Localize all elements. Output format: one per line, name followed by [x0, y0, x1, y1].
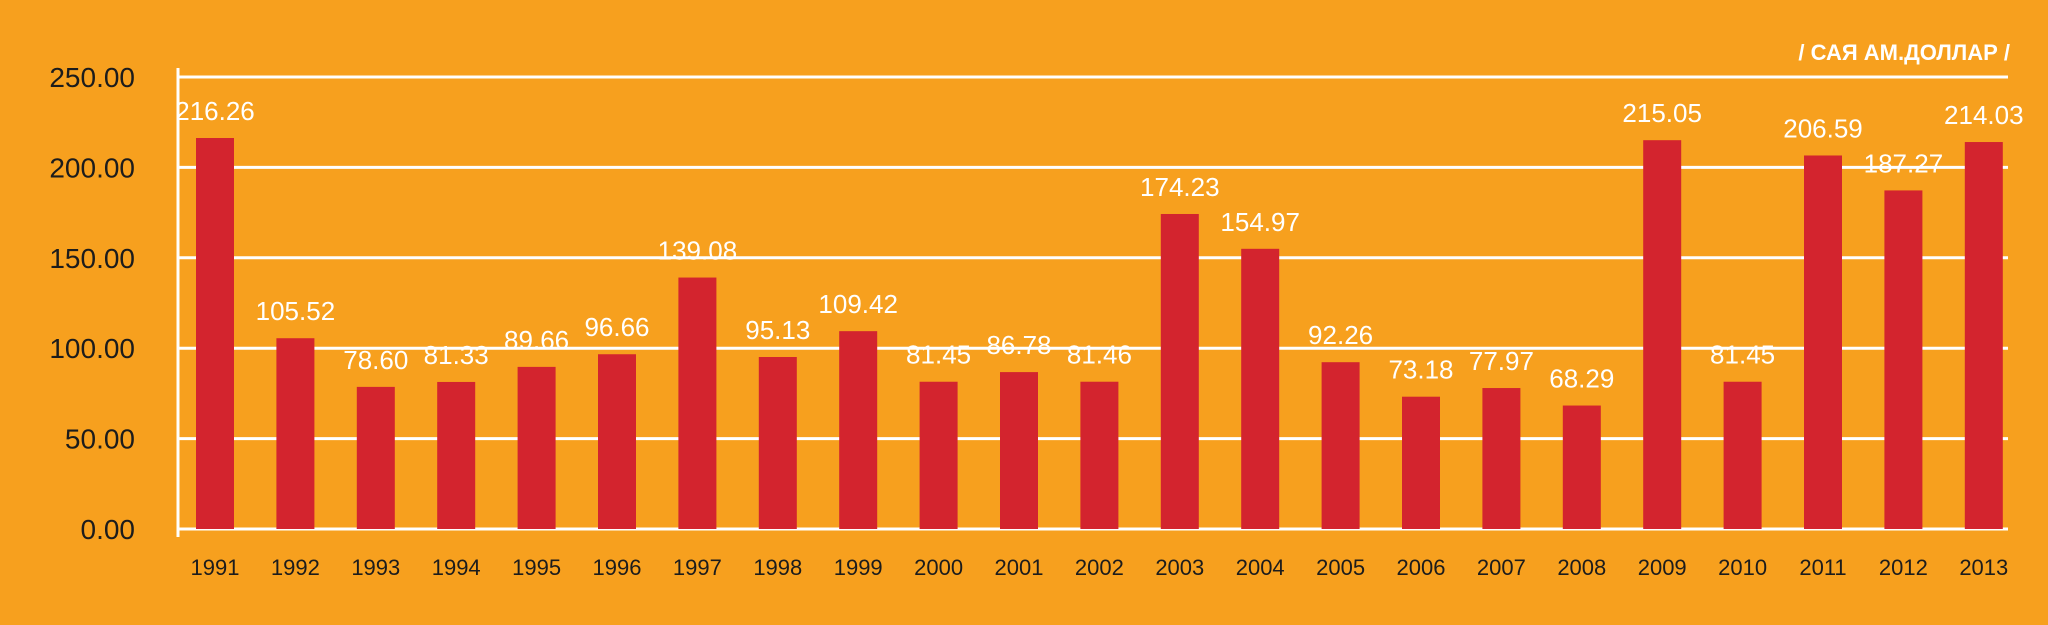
x-tick-label: 1992 [271, 555, 320, 580]
data-label: 206.59 [1783, 113, 1863, 143]
axes: 0.00 50.00 100.00 150.00 200.00 250.00 1991 199… [49, 62, 2008, 580]
data-label: 214.03 [1944, 100, 2024, 130]
data-label: 109.42 [818, 289, 898, 319]
x-tick-label: 1994 [432, 555, 481, 580]
x-tick-label: 2008 [1557, 555, 1606, 580]
bar [196, 138, 234, 529]
data-label: 86.78 [986, 330, 1051, 360]
data-label: 215.05 [1622, 98, 1702, 128]
x-tick-label: 1991 [191, 555, 240, 580]
x-tick-label: 2010 [1718, 555, 1767, 580]
unit-label: / САЯ АМ.ДОЛЛАР / [1798, 40, 2010, 65]
gridlines [178, 75, 2008, 531]
data-label: 95.13 [745, 315, 810, 345]
bar [356, 386, 395, 529]
data-label: 81.45 [906, 340, 971, 370]
bar [1723, 381, 1762, 529]
y-tick-label: 150.00 [49, 243, 135, 274]
bars [196, 138, 2003, 529]
bar [1080, 381, 1119, 529]
data-label: 105.52 [256, 296, 336, 326]
bar [1402, 396, 1440, 529]
bar [276, 338, 315, 529]
x-tick-label: 2013 [1959, 555, 2008, 580]
x-tick-label: 2005 [1316, 555, 1365, 580]
x-tick-label: 1999 [834, 555, 883, 580]
x-tick-label: 2002 [1075, 555, 1124, 580]
x-tick-label: 1993 [351, 555, 400, 580]
bar [1482, 388, 1521, 529]
y-tick-label: 0.00 [81, 514, 136, 545]
data-label: 73.18 [1388, 355, 1453, 385]
data-label: 187.27 [1864, 148, 1944, 178]
data-label: 92.26 [1308, 320, 1373, 350]
bar [758, 357, 797, 529]
bar [1884, 190, 1923, 529]
bar [919, 381, 958, 529]
x-tick-label: 1995 [512, 555, 561, 580]
x-tick-label: 2011 [1799, 555, 1846, 580]
data-label: 78.60 [343, 345, 408, 375]
x-tick-label: 2001 [995, 555, 1044, 580]
data-label: 154.97 [1220, 207, 1300, 237]
bar [1964, 142, 2003, 529]
x-tick-label: 1997 [673, 555, 722, 580]
y-tick-label: 250.00 [49, 62, 135, 93]
x-tick-label: 2012 [1879, 555, 1928, 580]
bar [1160, 213, 1199, 529]
x-tick-label: 2003 [1155, 555, 1204, 580]
x-tick-label: 1998 [753, 555, 802, 580]
x-tick-label: 2009 [1638, 555, 1687, 580]
x-tick-label: 2004 [1236, 555, 1285, 580]
data-label: 96.66 [584, 312, 649, 342]
bar [598, 354, 636, 529]
bar [517, 366, 556, 529]
data-label: 81.45 [1710, 340, 1775, 370]
x-tick-label: 2006 [1397, 555, 1446, 580]
data-label: 77.97 [1469, 346, 1534, 376]
data-label: 68.29 [1549, 364, 1614, 394]
bar [437, 381, 476, 529]
bar [839, 331, 878, 529]
bar [1643, 140, 1682, 529]
data-label: 89.66 [504, 325, 569, 355]
y-tick-label: 50.00 [65, 424, 135, 455]
y-tick-label: 100.00 [49, 333, 135, 364]
data-label: 81.33 [424, 340, 489, 370]
bar [1562, 405, 1601, 529]
data-label: 174.23 [1140, 172, 1220, 202]
x-tick-label: 1996 [593, 555, 642, 580]
x-tick-label: 2000 [914, 555, 963, 580]
y-tick-label: 200.00 [49, 152, 135, 183]
bar [1000, 372, 1038, 529]
bar [678, 277, 717, 529]
data-label: 81.46 [1067, 340, 1132, 370]
bar [1241, 248, 1280, 529]
data-label: 139.08 [658, 236, 738, 266]
bar [1804, 155, 1842, 529]
data-label: 216.26 [175, 96, 255, 126]
bar [1321, 362, 1360, 529]
x-tick-label: 2007 [1477, 555, 1526, 580]
